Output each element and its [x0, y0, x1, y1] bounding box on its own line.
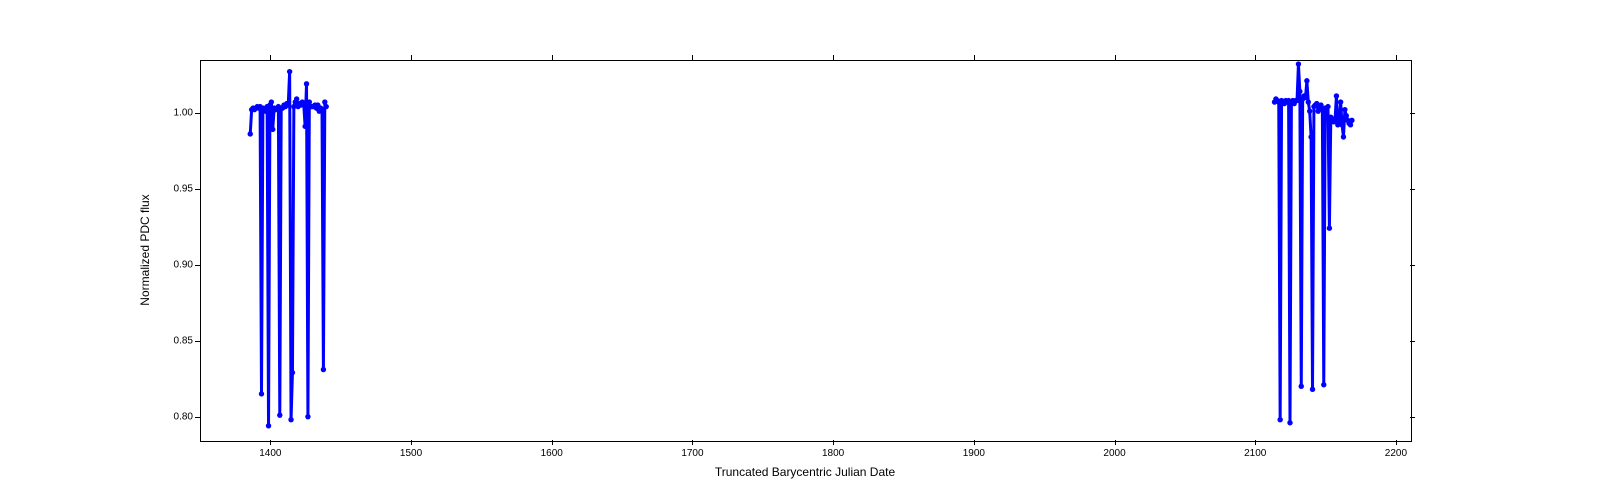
- data-point: [1287, 420, 1292, 425]
- data-point: [288, 417, 293, 422]
- data-point: [269, 99, 274, 104]
- x-tick-label: 2200: [1385, 448, 1407, 459]
- y-tick-mark: [195, 189, 200, 190]
- x-tick-mark: [833, 440, 834, 445]
- data-point: [1277, 417, 1282, 422]
- y-tick-mark: [1410, 341, 1415, 342]
- data-point: [321, 367, 326, 372]
- data-point: [290, 370, 295, 375]
- x-tick-mark: [974, 55, 975, 60]
- x-tick-mark: [1115, 55, 1116, 60]
- x-axis-label: Truncated Barycentric Julian Date: [715, 465, 895, 479]
- data-point: [305, 414, 310, 419]
- data-point: [1327, 226, 1332, 231]
- flux-segment-2: [1275, 64, 1352, 423]
- x-tick-label: 2100: [1244, 448, 1266, 459]
- y-tick-mark: [1410, 189, 1415, 190]
- data-point: [1308, 134, 1313, 139]
- x-tick-mark: [833, 55, 834, 60]
- y-tick-mark: [195, 341, 200, 342]
- data-point: [1338, 99, 1343, 104]
- data-point: [294, 96, 299, 101]
- x-tick-label: 2000: [1103, 448, 1125, 459]
- data-point: [263, 108, 268, 113]
- flux-segment-1: [250, 72, 326, 426]
- data-point: [1349, 118, 1354, 123]
- data-point: [1344, 113, 1349, 118]
- plot-svg: [201, 61, 1411, 441]
- data-point: [286, 102, 291, 107]
- x-tick-label: 1800: [822, 448, 844, 459]
- data-point: [1297, 89, 1302, 94]
- x-tick-mark: [1115, 440, 1116, 445]
- data-point: [1303, 95, 1308, 100]
- data-point: [287, 69, 292, 74]
- y-tick-mark: [1410, 265, 1415, 266]
- x-tick-mark: [692, 55, 693, 60]
- x-tick-mark: [1396, 55, 1397, 60]
- x-tick-mark: [411, 55, 412, 60]
- y-tick-mark: [195, 265, 200, 266]
- x-tick-label: 1700: [681, 448, 703, 459]
- y-tick-mark: [1410, 113, 1415, 114]
- x-tick-label: 1500: [400, 448, 422, 459]
- y-tick-mark: [195, 113, 200, 114]
- data-point: [1296, 61, 1301, 66]
- data-point: [277, 412, 282, 417]
- data-point: [1339, 122, 1344, 127]
- data-point: [1342, 107, 1347, 112]
- plot-area: [200, 60, 1412, 442]
- y-tick-label: 0.80: [165, 412, 193, 423]
- data-point: [266, 423, 271, 428]
- data-point: [1310, 387, 1315, 392]
- data-point: [1307, 108, 1312, 113]
- y-tick-label: 1.00: [165, 108, 193, 119]
- data-point: [1306, 99, 1311, 104]
- data-point: [1325, 104, 1330, 109]
- data-point: [307, 99, 312, 104]
- x-tick-mark: [552, 440, 553, 445]
- data-point: [1341, 134, 1346, 139]
- data-point: [248, 131, 253, 136]
- data-point: [324, 104, 329, 109]
- x-tick-label: 1600: [541, 448, 563, 459]
- y-tick-mark: [195, 417, 200, 418]
- x-tick-mark: [1396, 440, 1397, 445]
- x-tick-mark: [692, 440, 693, 445]
- x-tick-mark: [411, 440, 412, 445]
- x-tick-mark: [270, 55, 271, 60]
- data-point: [1348, 122, 1353, 127]
- x-tick-mark: [1255, 440, 1256, 445]
- x-tick-label: 1400: [259, 448, 281, 459]
- x-tick-mark: [552, 55, 553, 60]
- data-point: [304, 81, 309, 86]
- data-point: [1304, 78, 1309, 83]
- x-tick-mark: [1255, 55, 1256, 60]
- data-point: [1334, 93, 1339, 98]
- data-point: [270, 127, 275, 132]
- data-point: [1294, 98, 1299, 103]
- y-tick-label: 0.90: [165, 260, 193, 271]
- chart-container: Truncated Barycentric Julian Date Normal…: [0, 0, 1600, 500]
- x-tick-mark: [974, 440, 975, 445]
- data-point: [259, 391, 264, 396]
- data-point: [1321, 382, 1326, 387]
- y-axis-label: Normalized PDC flux: [138, 194, 152, 305]
- data-point: [301, 101, 306, 106]
- y-tick-mark: [1410, 417, 1415, 418]
- y-tick-label: 0.85: [165, 336, 193, 347]
- data-point: [302, 124, 307, 129]
- x-tick-label: 1900: [963, 448, 985, 459]
- data-point: [1299, 384, 1304, 389]
- y-tick-label: 0.95: [165, 184, 193, 195]
- data-point: [322, 99, 327, 104]
- x-tick-mark: [270, 440, 271, 445]
